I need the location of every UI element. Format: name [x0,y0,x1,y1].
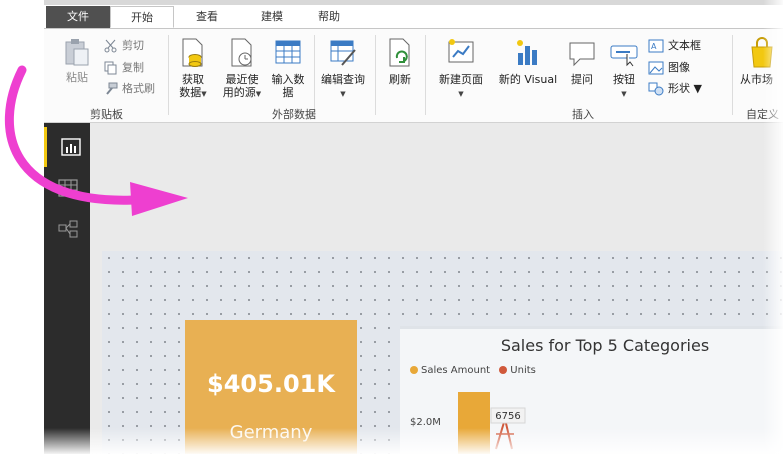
new-page-icon [448,39,474,63]
data-label: 6756 [495,411,520,422]
format-painter-button[interactable]: 格式刷 [104,80,155,98]
legend-dot-sales [410,366,418,374]
button-icon [610,45,638,67]
chart-legend: Sales Amount Units [410,365,542,376]
legend-item-sales: Sales Amount [410,365,490,376]
recent-sources-label-1: 最近使 [225,73,259,86]
ribbon: 粘贴 剪切 复制 格式刷 剪贴板 获取 数 [44,29,783,123]
chevron-down-icon: ▼ [693,82,702,95]
text-box-icon: A [648,39,664,53]
group-separator [375,35,376,115]
chevron-down-icon: ▼ [621,90,627,98]
format-painter-icon [106,82,118,95]
paste-button[interactable]: 粘贴 [62,37,92,84]
new-visual-icon [517,40,537,65]
model-view-icon [58,220,78,238]
paste-label: 粘贴 [66,71,88,84]
recent-sources-label-2: 用的源 [222,86,256,99]
power-bi-window: 文件 开始 查看 建模 帮助 粘贴 剪切 复制 [44,0,783,454]
get-data-button[interactable]: 获取 数据▼ [175,37,211,101]
format-painter-label: 格式刷 [122,82,155,95]
report-page[interactable]: $405.01K Germany Sales for Top 5 Categor… [102,251,783,454]
tab-help[interactable]: 帮助 [318,10,340,23]
image-button[interactable]: 图像 [648,59,690,77]
external-data-group-label: 外部数据 [272,108,316,121]
y-axis-tick: $2.0M [410,417,441,428]
text-box-label: 文本框 [668,39,701,52]
chart-title: Sales for Top 5 Categories [500,336,710,355]
ribbon-tab-row: 文件 开始 查看 建模 帮助 [44,6,783,29]
tab-view[interactable]: 查看 [196,10,218,23]
shapes-icon [648,82,664,96]
get-data-label-2: 数据 [179,86,202,99]
group-separator [732,35,733,115]
window-top-border [44,0,783,5]
enter-data-button[interactable]: 输入数 据 [270,37,306,99]
legend-dot-units [499,366,508,374]
recent-sources-icon [231,38,252,67]
legend-label-units: Units [510,365,536,376]
tab-file[interactable]: 文件 [46,6,110,28]
cut-label: 剪切 [122,39,144,52]
nav-model-view[interactable] [44,209,90,249]
legend-label-sales: Sales Amount [421,365,491,376]
chevron-down-icon: ▼ [340,90,346,98]
new-page-label: 新建页面 [439,73,483,86]
right-fade [763,0,783,454]
buttons-button[interactable]: 按钮 ▼ [606,37,642,101]
edit-queries-button[interactable]: 编辑查询 ▼ [318,37,368,101]
group-separator [425,35,426,115]
get-data-icon [182,38,203,67]
new-page-button[interactable]: 新建页面 ▼ [432,37,490,101]
text-box-button[interactable]: A 文本框 [648,37,701,55]
left-nav [44,123,90,454]
edit-queries-label: 编辑查询 [321,73,365,86]
cut-button[interactable]: 剪切 [104,37,144,55]
bottom-fade [44,428,783,454]
shapes-label: 形状 [668,82,690,95]
data-label-box [490,407,526,424]
refresh-button[interactable]: 刷新 [380,37,420,86]
copy-button[interactable]: 复制 [104,59,144,77]
clipboard-group-label: 剪贴板 [90,108,123,121]
chevron-down-icon: ▼ [201,90,207,98]
recent-sources-button[interactable]: 最近使 用的源▼ [220,37,264,101]
chevron-down-icon: ▼ [255,90,262,98]
scissors-icon [104,39,117,53]
report-canvas[interactable]: $405.01K Germany Sales for Top 5 Categor… [90,123,783,454]
copy-label: 复制 [122,61,144,74]
image-label: 图像 [668,61,690,74]
report-view-icon [61,138,81,156]
edit-queries-icon [330,40,356,66]
ask-question-label: 提问 [571,73,593,86]
tab-home[interactable]: 开始 [110,6,174,28]
legend-item-units: Units [499,365,536,376]
nav-data-view[interactable] [44,168,90,208]
insert-group-label: 插入 [572,108,594,121]
shapes-button[interactable]: 形状 ▼ [648,80,702,98]
image-icon [648,61,664,75]
chevron-down-icon: ▼ [458,90,464,98]
new-visual-button[interactable]: 新的 Visual [496,37,560,86]
get-data-label-1: 获取 [182,73,204,86]
table-icon [275,40,301,64]
group-separator [314,35,315,115]
speech-bubble-icon [569,42,595,67]
refresh-icon [389,38,410,67]
data-view-icon [58,179,78,197]
copy-icon [104,61,117,75]
group-separator [168,35,169,115]
svg-text:A: A [651,42,657,51]
enter-data-label-2: 据 [282,86,294,99]
enter-data-label-1: 输入数 [271,73,305,86]
buttons-label: 按钮 [613,73,635,86]
ask-question-button[interactable]: 提问 [564,37,600,86]
tab-modeling[interactable]: 建模 [261,10,283,23]
refresh-label: 刷新 [389,73,411,86]
card-value: $405.01K [207,370,335,398]
new-visual-label: 新的 Visual [498,73,558,86]
nav-report-view[interactable] [44,127,90,167]
paste-icon [65,39,89,66]
